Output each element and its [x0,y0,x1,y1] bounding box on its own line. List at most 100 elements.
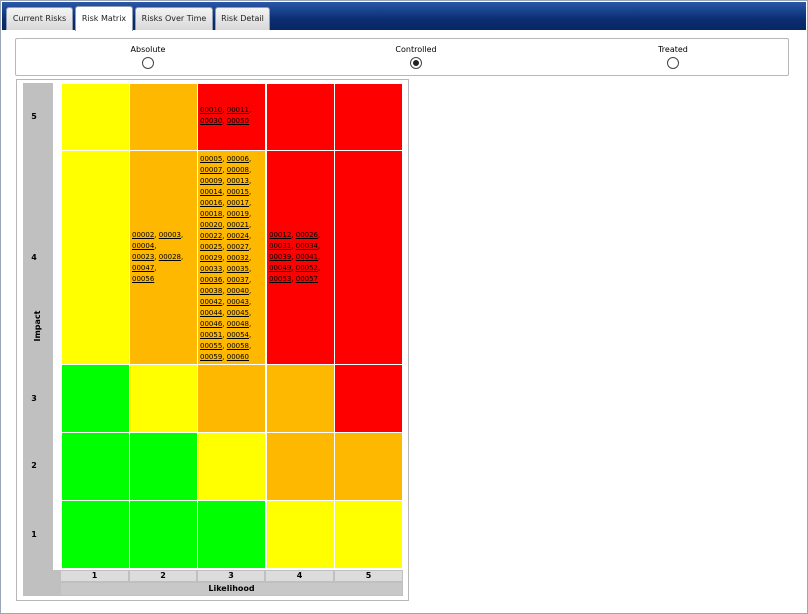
risk-link-00037[interactable]: 00037 [226,276,250,284]
risk-link-00031[interactable]: 00031 [269,242,292,250]
risk-link-00050[interactable]: 00050 [226,117,250,125]
risk-link-00014[interactable]: 00014 [200,188,223,196]
matrix-cell-impact-4-likelihood-4: 00012, 00026, 00031, 00034, 00039, 00041… [266,150,335,365]
risk-link-00026[interactable]: 00026 [295,231,319,239]
risk-id-list: 00012, 00026, 00031, 00034, 00039, 00041… [269,231,321,283]
tab-bar: Current Risks Risk Matrix Risks Over Tim… [2,2,806,31]
risk-link-00024[interactable]: 00024 [226,232,250,240]
risk-link-00028[interactable]: 00028 [158,253,182,261]
impact-tick-2: 2 [31,461,37,470]
risk-link-00045[interactable]: 00045 [226,309,250,317]
risk-id-list: 00005, 00006, 00007, 00008, 00009, 00013… [200,155,252,361]
risk-link-00016[interactable]: 00016 [200,199,223,207]
risk-link-00047[interactable]: 00047 [132,264,155,272]
risk-link-00046[interactable]: 00046 [200,320,223,328]
risk-link-00012[interactable]: 00012 [269,231,292,239]
matrix-cell-impact-1-likelihood-5 [334,500,403,569]
risk-link-00003[interactable]: 00003 [158,231,182,239]
risk-link-00030[interactable]: 00030 [200,117,223,125]
option-controlled-label: Controlled [395,45,437,54]
risk-link-00043[interactable]: 00043 [226,298,250,306]
risk-link-00038[interactable]: 00038 [200,287,223,295]
matrix-cell-impact-3-likelihood-2 [129,364,198,433]
risk-link-00052[interactable]: 00052 [295,264,319,272]
impact-tick-1: 1 [31,530,37,539]
risk-link-00019[interactable]: 00019 [226,210,250,218]
risk-link-00011[interactable]: 00011 [226,106,250,114]
risk-link-00005[interactable]: 00005 [200,155,223,163]
risk-link-00021[interactable]: 00021 [226,221,250,229]
risk-link-00007[interactable]: 00007 [200,166,223,174]
option-controlled-radio[interactable] [410,57,422,69]
likelihood-tick-4: 4 [266,571,333,581]
matrix-cell-impact-3-likelihood-4 [266,364,335,433]
risk-link-00034[interactable]: 00034 [295,242,319,250]
risk-view-selector: Absolute Controlled Treated [15,38,789,76]
risk-link-00059[interactable]: 00059 [200,353,223,361]
risk-link-00002[interactable]: 00002 [132,231,155,239]
risk-link-00023[interactable]: 00023 [132,253,155,261]
risk-link-00022[interactable]: 00022 [200,232,223,240]
risk-link-00051[interactable]: 00051 [200,331,223,339]
option-absolute-label: Absolute [130,45,166,54]
matrix-cell-impact-4-likelihood-3: 00005, 00006, 00007, 00008, 00009, 00013… [197,150,266,365]
risk-link-00044[interactable]: 00044 [200,309,223,317]
impact-tick-5: 5 [31,112,37,121]
risk-link-00010[interactable]: 00010 [200,106,223,114]
risk-link-00013[interactable]: 00013 [226,177,250,185]
tab-risk-detail[interactable]: Risk Detail [215,7,270,30]
risk-link-00048[interactable]: 00048 [226,320,250,328]
risk-link-00025[interactable]: 00025 [200,243,223,251]
risk-link-00055[interactable]: 00055 [200,342,223,350]
option-treated-radio[interactable] [667,57,679,69]
risk-link-00033[interactable]: 00033 [200,265,223,273]
risk-link-00039[interactable]: 00039 [269,253,292,261]
risk-id-list: 00010, 00011, 00030, 00050 [200,106,252,125]
risk-link-00027[interactable]: 00027 [226,243,250,251]
matrix-cell-impact-2-likelihood-2 [129,432,198,501]
matrix-cell-impact-1-likelihood-4 [266,500,335,569]
risk-link-00015[interactable]: 00015 [226,188,250,196]
risk-link-00035[interactable]: 00035 [226,265,250,273]
option-absolute-radio[interactable] [142,57,154,69]
option-treated-label: Treated [658,45,688,54]
matrix-cell-impact-3-likelihood-1 [61,364,130,433]
matrix-cell-impact-2-likelihood-3 [197,432,266,501]
impact-axis: Impact [23,83,53,570]
risk-link-00006[interactable]: 00006 [226,155,250,163]
matrix-cell-impact-4-likelihood-1 [61,150,130,365]
risk-link-00004[interactable]: 00004 [132,242,155,250]
likelihood-tick-3: 3 [198,571,264,581]
risk-link-00060[interactable]: 00060 [226,353,250,361]
tab-current-risks[interactable]: Current Risks [6,7,73,30]
likelihood-tick-5: 5 [335,571,402,581]
matrix-cell-impact-2-likelihood-4 [266,432,335,501]
risk-link-00036[interactable]: 00036 [200,276,223,284]
risk-link-00008[interactable]: 00008 [226,166,250,174]
impact-tick-4: 4 [31,253,37,262]
risk-link-00017[interactable]: 00017 [226,199,250,207]
risk-link-00020[interactable]: 00020 [200,221,223,229]
matrix-cell-impact-3-likelihood-5 [334,364,403,433]
matrix-cell-impact-2-likelihood-1 [61,432,130,501]
risk-link-00009[interactable]: 00009 [200,177,223,185]
option-treated: Treated [623,45,723,69]
risk-link-00058[interactable]: 00058 [226,342,250,350]
tab-risks-over-time[interactable]: Risks Over Time [135,7,213,30]
matrix-cell-impact-5-likelihood-1 [61,83,130,151]
risk-link-00032[interactable]: 00032 [226,254,250,262]
risk-link-00053[interactable]: 00053 [269,275,292,283]
risk-link-00057[interactable]: 00057 [295,275,319,283]
impact-tick-column [53,83,60,570]
risk-link-00042[interactable]: 00042 [200,298,223,306]
risk-link-00056[interactable]: 00056 [132,275,155,283]
tab-risk-matrix[interactable]: Risk Matrix [75,6,133,31]
risk-link-00041[interactable]: 00041 [295,253,319,261]
risk-link-00040[interactable]: 00040 [226,287,250,295]
risk-link-00029[interactable]: 00029 [200,254,223,262]
impact-tick-3: 3 [31,394,37,403]
risk-link-00054[interactable]: 00054 [226,331,250,339]
risk-link-00049[interactable]: 00049 [269,264,292,272]
risk-link-00018[interactable]: 00018 [200,210,223,218]
matrix-cell-impact-2-likelihood-5 [334,432,403,501]
